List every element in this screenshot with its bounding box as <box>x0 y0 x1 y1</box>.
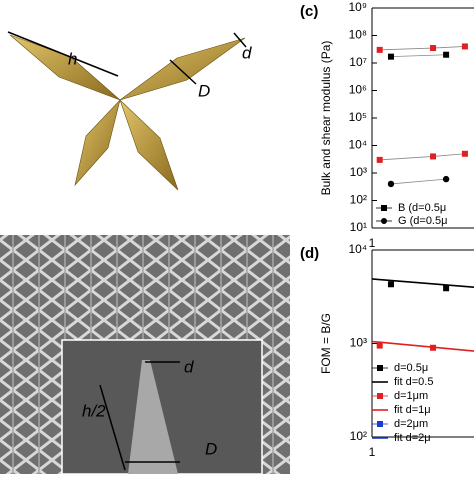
legend-marker <box>381 205 387 211</box>
legend-label: B (d=0.5μ <box>398 202 446 214</box>
y-tick-label: 10⁹ <box>349 0 368 14</box>
data-point <box>461 43 468 50</box>
legend-marker <box>377 365 383 371</box>
y-axis-label: FOM = B/G <box>319 313 333 374</box>
legend-label: fit d=2μ <box>394 432 431 444</box>
data-point <box>387 180 395 188</box>
data-point <box>430 45 437 52</box>
data-point <box>387 281 394 288</box>
data-point <box>376 46 383 53</box>
panel-label: (c) <box>300 3 318 20</box>
panel-label: (d) <box>300 245 319 262</box>
legend-label: fit d=0.5 <box>394 376 433 388</box>
trend-line <box>379 46 465 51</box>
y-tick-label: 10³ <box>350 336 367 350</box>
label-h: h <box>68 49 77 68</box>
legend-label: d=2μm <box>394 418 428 430</box>
legend-label: fit d=1μ <box>394 404 431 416</box>
y-tick-label: 10⁴ <box>348 138 367 152</box>
legend-marker <box>377 421 383 427</box>
data-point <box>443 285 450 292</box>
trend-line <box>379 153 465 161</box>
legend-label: G (d=0.5μ <box>398 215 447 227</box>
data-point <box>443 51 450 58</box>
label-d: d <box>242 43 252 62</box>
y-tick-label: 10⁴ <box>348 242 367 256</box>
legend-marker <box>381 218 387 224</box>
sem-cone <box>128 360 178 474</box>
y-tick-label: 10⁶ <box>349 83 367 97</box>
legend-label: d=0.5μ <box>394 362 428 374</box>
data-point <box>430 153 437 160</box>
fit-line <box>372 278 474 289</box>
data-point <box>376 342 383 349</box>
plot-area <box>372 278 474 352</box>
x-tick-label: 1 <box>369 445 376 459</box>
data-point <box>376 156 383 163</box>
y-tick-label: 10² <box>350 193 367 207</box>
y-tick-label: 10² <box>350 429 367 443</box>
y-tick-label: 10³ <box>350 165 367 179</box>
y-tick-label: 10¹ <box>350 220 367 234</box>
label-h2: h/2 <box>82 401 106 420</box>
tetrapod <box>9 34 246 191</box>
data-point <box>461 150 468 157</box>
inset-arrows <box>99 361 180 471</box>
data-point <box>442 175 450 183</box>
legend-marker <box>377 393 383 399</box>
y-tick-label: 10⁷ <box>349 55 367 69</box>
data-point <box>387 53 394 60</box>
trend-line <box>390 54 447 58</box>
label-d: d <box>184 357 194 376</box>
trend-line <box>390 178 447 185</box>
y-tick-label: 10⁸ <box>349 28 367 42</box>
y-tick-label: 10⁵ <box>349 110 367 124</box>
dimension-arrows <box>7 31 247 85</box>
fit-line <box>372 340 474 352</box>
y-axis-label: Bulk and shear modulus (Pa) <box>319 41 333 196</box>
x-tick-label: 1 <box>369 236 376 250</box>
plot-area <box>376 43 468 188</box>
label-D: D <box>198 81 210 100</box>
legend-label: d=1μm <box>394 390 428 402</box>
label-D: D <box>205 439 217 458</box>
